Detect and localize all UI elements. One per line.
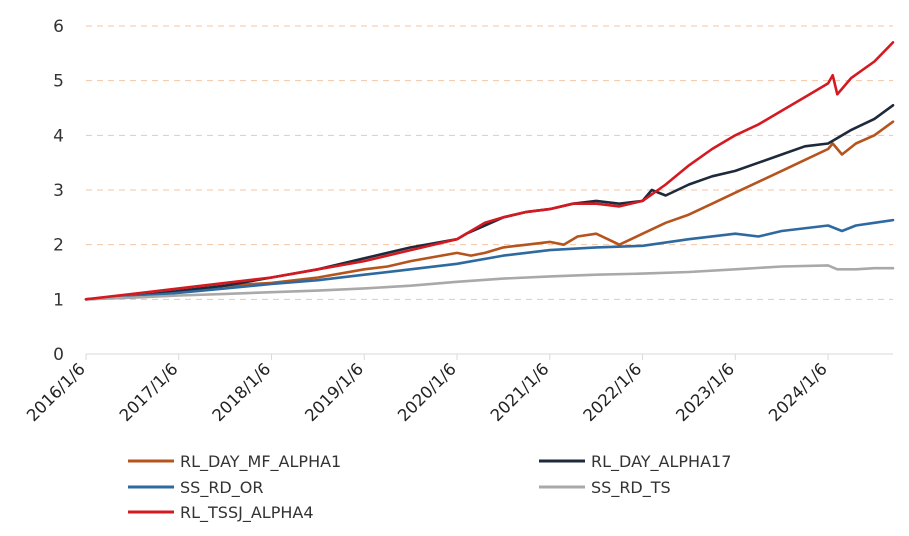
x-tick-label: 2020/1/6 [394, 359, 460, 425]
x-tick-label: 2018/1/6 [209, 359, 275, 425]
x-tick-label: 2024/1/6 [765, 359, 831, 425]
series-line-ss-rd-ts [84, 264, 895, 301]
legend-label: RL_DAY_ALPHA17 [591, 452, 731, 472]
legend: RL_DAY_MF_ALPHA1 RL_DAY_ALPHA17 SS_RD_OR SS… [128, 452, 731, 523]
y-axis-tick-labels: 0 1 2 3 4 5 6 [53, 17, 64, 365]
y-tick-label: 1 [53, 290, 64, 310]
series-line-rl-day-mf-alpha1 [84, 120, 895, 301]
y-tick-label: 3 [53, 181, 64, 201]
gridlines [86, 25, 893, 300]
legend-item: RL_TSSJ_ALPHA4 [128, 503, 314, 523]
y-tick-label: 5 [53, 72, 64, 92]
legend-label: RL_TSSJ_ALPHA4 [180, 503, 314, 523]
legend-label: RL_DAY_MF_ALPHA1 [180, 452, 341, 472]
series-line-rl-tssj-alpha4 [84, 41, 895, 301]
legend-item: SS_RD_OR [128, 478, 263, 498]
y-tick-label: 4 [53, 126, 64, 146]
x-tick-label: 2019/1/6 [301, 359, 367, 425]
series-lines [84, 41, 895, 301]
legend-item: RL_DAY_MF_ALPHA1 [128, 452, 341, 472]
legend-label: SS_RD_TS [591, 478, 671, 498]
x-tick-label: 2023/1/6 [672, 359, 738, 425]
x-tick-label: 2016/1/6 [23, 359, 89, 425]
legend-item: RL_DAY_ALPHA17 [539, 452, 731, 472]
y-tick-label: 0 [53, 345, 64, 365]
series-line-rl-day-alpha17 [84, 104, 895, 301]
legend-item: SS_RD_TS [539, 478, 671, 498]
x-axis [85, 353, 893, 360]
y-tick-label: 6 [53, 17, 64, 37]
x-tick-label: 2017/1/6 [116, 359, 182, 425]
x-tick-label: 2022/1/6 [580, 359, 646, 425]
x-tick-label: 2021/1/6 [487, 359, 553, 425]
legend-label: SS_RD_OR [180, 478, 263, 498]
y-tick-label: 2 [53, 236, 64, 256]
x-axis-tick-labels: 2016/1/6 2017/1/6 2018/1/6 2019/1/6 2020/1/6… [23, 359, 831, 425]
series-line-ss-rd-or [84, 218, 895, 301]
